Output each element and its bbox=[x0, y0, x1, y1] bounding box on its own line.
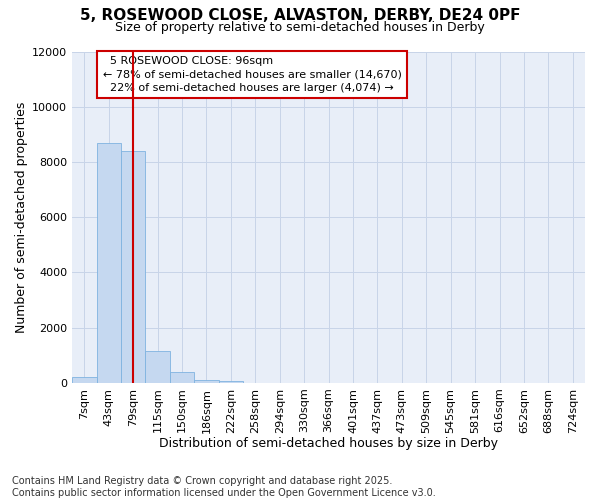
Text: 5 ROSEWOOD CLOSE: 96sqm  
← 78% of semi-detached houses are smaller (14,670)
  2: 5 ROSEWOOD CLOSE: 96sqm ← 78% of semi-de… bbox=[103, 56, 402, 93]
Bar bbox=[121, 151, 145, 383]
Bar bbox=[72, 378, 97, 383]
Text: Size of property relative to semi-detached houses in Derby: Size of property relative to semi-detach… bbox=[115, 21, 485, 34]
Bar bbox=[218, 382, 243, 383]
X-axis label: Distribution of semi-detached houses by size in Derby: Distribution of semi-detached houses by … bbox=[159, 437, 498, 450]
Bar bbox=[145, 351, 170, 383]
Bar bbox=[194, 380, 218, 383]
Bar bbox=[97, 142, 121, 383]
Text: 5, ROSEWOOD CLOSE, ALVASTON, DERBY, DE24 0PF: 5, ROSEWOOD CLOSE, ALVASTON, DERBY, DE24… bbox=[80, 8, 520, 22]
Bar bbox=[170, 372, 194, 383]
Y-axis label: Number of semi-detached properties: Number of semi-detached properties bbox=[15, 102, 28, 333]
Text: Contains HM Land Registry data © Crown copyright and database right 2025.
Contai: Contains HM Land Registry data © Crown c… bbox=[12, 476, 436, 498]
